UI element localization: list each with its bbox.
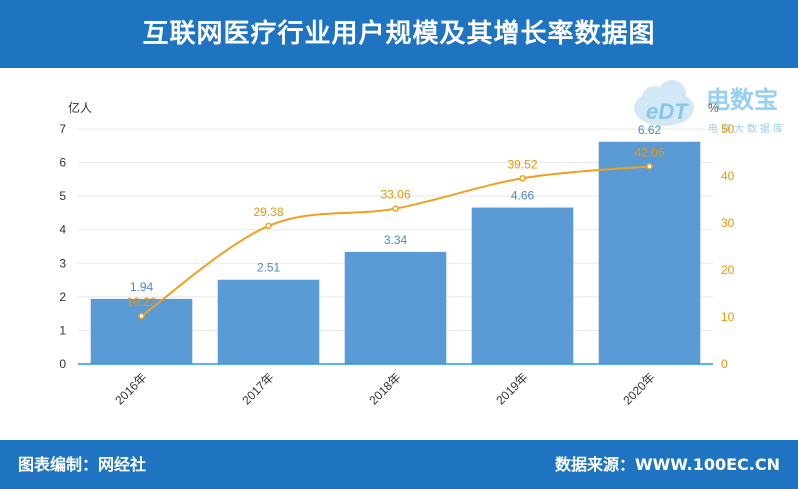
y-left-tick-label: 4 xyxy=(59,223,66,237)
y-left-tick-label: 6 xyxy=(59,156,66,170)
bar xyxy=(217,279,320,364)
growth-rate-label: 10.22 xyxy=(126,295,156,309)
growth-rate-point xyxy=(519,175,526,182)
bar xyxy=(471,207,574,364)
y-right-tick-label: 20 xyxy=(721,263,735,277)
x-tick-label: 2016年 xyxy=(112,370,149,407)
title-bar: 互联网医疗行业用户规模及其增长率数据图 xyxy=(0,0,798,68)
footer-bar: 图表编制：网经社 数据来源：WWW.100EC.CN xyxy=(0,440,798,489)
bar-value-label: 2.51 xyxy=(257,261,281,275)
chart-title: 互联网医疗行业用户规模及其增长率数据图 xyxy=(142,19,656,49)
x-tick-label: 2017年 xyxy=(239,370,276,407)
y-left-tick-label: 2 xyxy=(59,290,66,304)
y-left-tick-label: 5 xyxy=(59,189,66,203)
watermark-tagline: 电商大数据库 xyxy=(708,122,786,135)
bar-value-label: 6.62 xyxy=(638,123,662,137)
watermark-logo-text: eDT xyxy=(646,99,689,124)
y-right-tick-label: 50 xyxy=(721,122,735,136)
y-right-tick-label: 0 xyxy=(721,357,728,371)
bar xyxy=(598,141,701,364)
growth-rate-point xyxy=(392,205,399,212)
growth-rate-point xyxy=(265,222,272,230)
growth-rate-point xyxy=(646,163,653,170)
growth-rate-label: 33.06 xyxy=(380,188,410,202)
bar xyxy=(344,251,447,364)
y-right-tick-label: 30 xyxy=(721,216,735,230)
growth-rate-label: 39.52 xyxy=(507,157,537,171)
y-right-unit: % xyxy=(708,101,719,115)
growth-rate-point xyxy=(138,312,145,320)
growth-rate-label: 29.38 xyxy=(253,205,283,219)
watermark-logo: eDT 电数宝 电商大数据库 xyxy=(634,80,786,135)
x-tick-label: 2020年 xyxy=(620,370,657,407)
footer-source: 数据来源：WWW.100EC.CN xyxy=(554,455,780,474)
growth-rate-label: 42.06 xyxy=(634,145,664,159)
y-left-tick-label: 0 xyxy=(59,357,66,371)
y-right-tick-label: 40 xyxy=(721,169,735,183)
y-left-tick-label: 3 xyxy=(59,256,66,270)
y-right-tick-label: 10 xyxy=(721,310,735,324)
cloud-icon xyxy=(634,80,694,126)
x-tick-label: 2018年 xyxy=(366,370,403,407)
bar xyxy=(90,298,193,364)
bar-value-label: 4.66 xyxy=(511,189,535,203)
footer-credit: 图表编制：网经社 xyxy=(18,455,147,474)
y-left-unit: 亿人 xyxy=(68,100,92,115)
x-tick-label: 2019年 xyxy=(493,370,530,407)
y-left-tick-label: 7 xyxy=(59,122,66,136)
bar-value-label: 3.34 xyxy=(384,233,408,247)
bar-value-label: 1.94 xyxy=(130,280,154,294)
watermark-brand: 电数宝 xyxy=(706,86,778,114)
y-left-tick-label: 1 xyxy=(59,323,66,337)
chart-area: 亿人 % 0 1 2 3 4 5 6 7 0 10 20 30 40 50 2016年 2017年 2018年 2… xyxy=(59,100,735,407)
